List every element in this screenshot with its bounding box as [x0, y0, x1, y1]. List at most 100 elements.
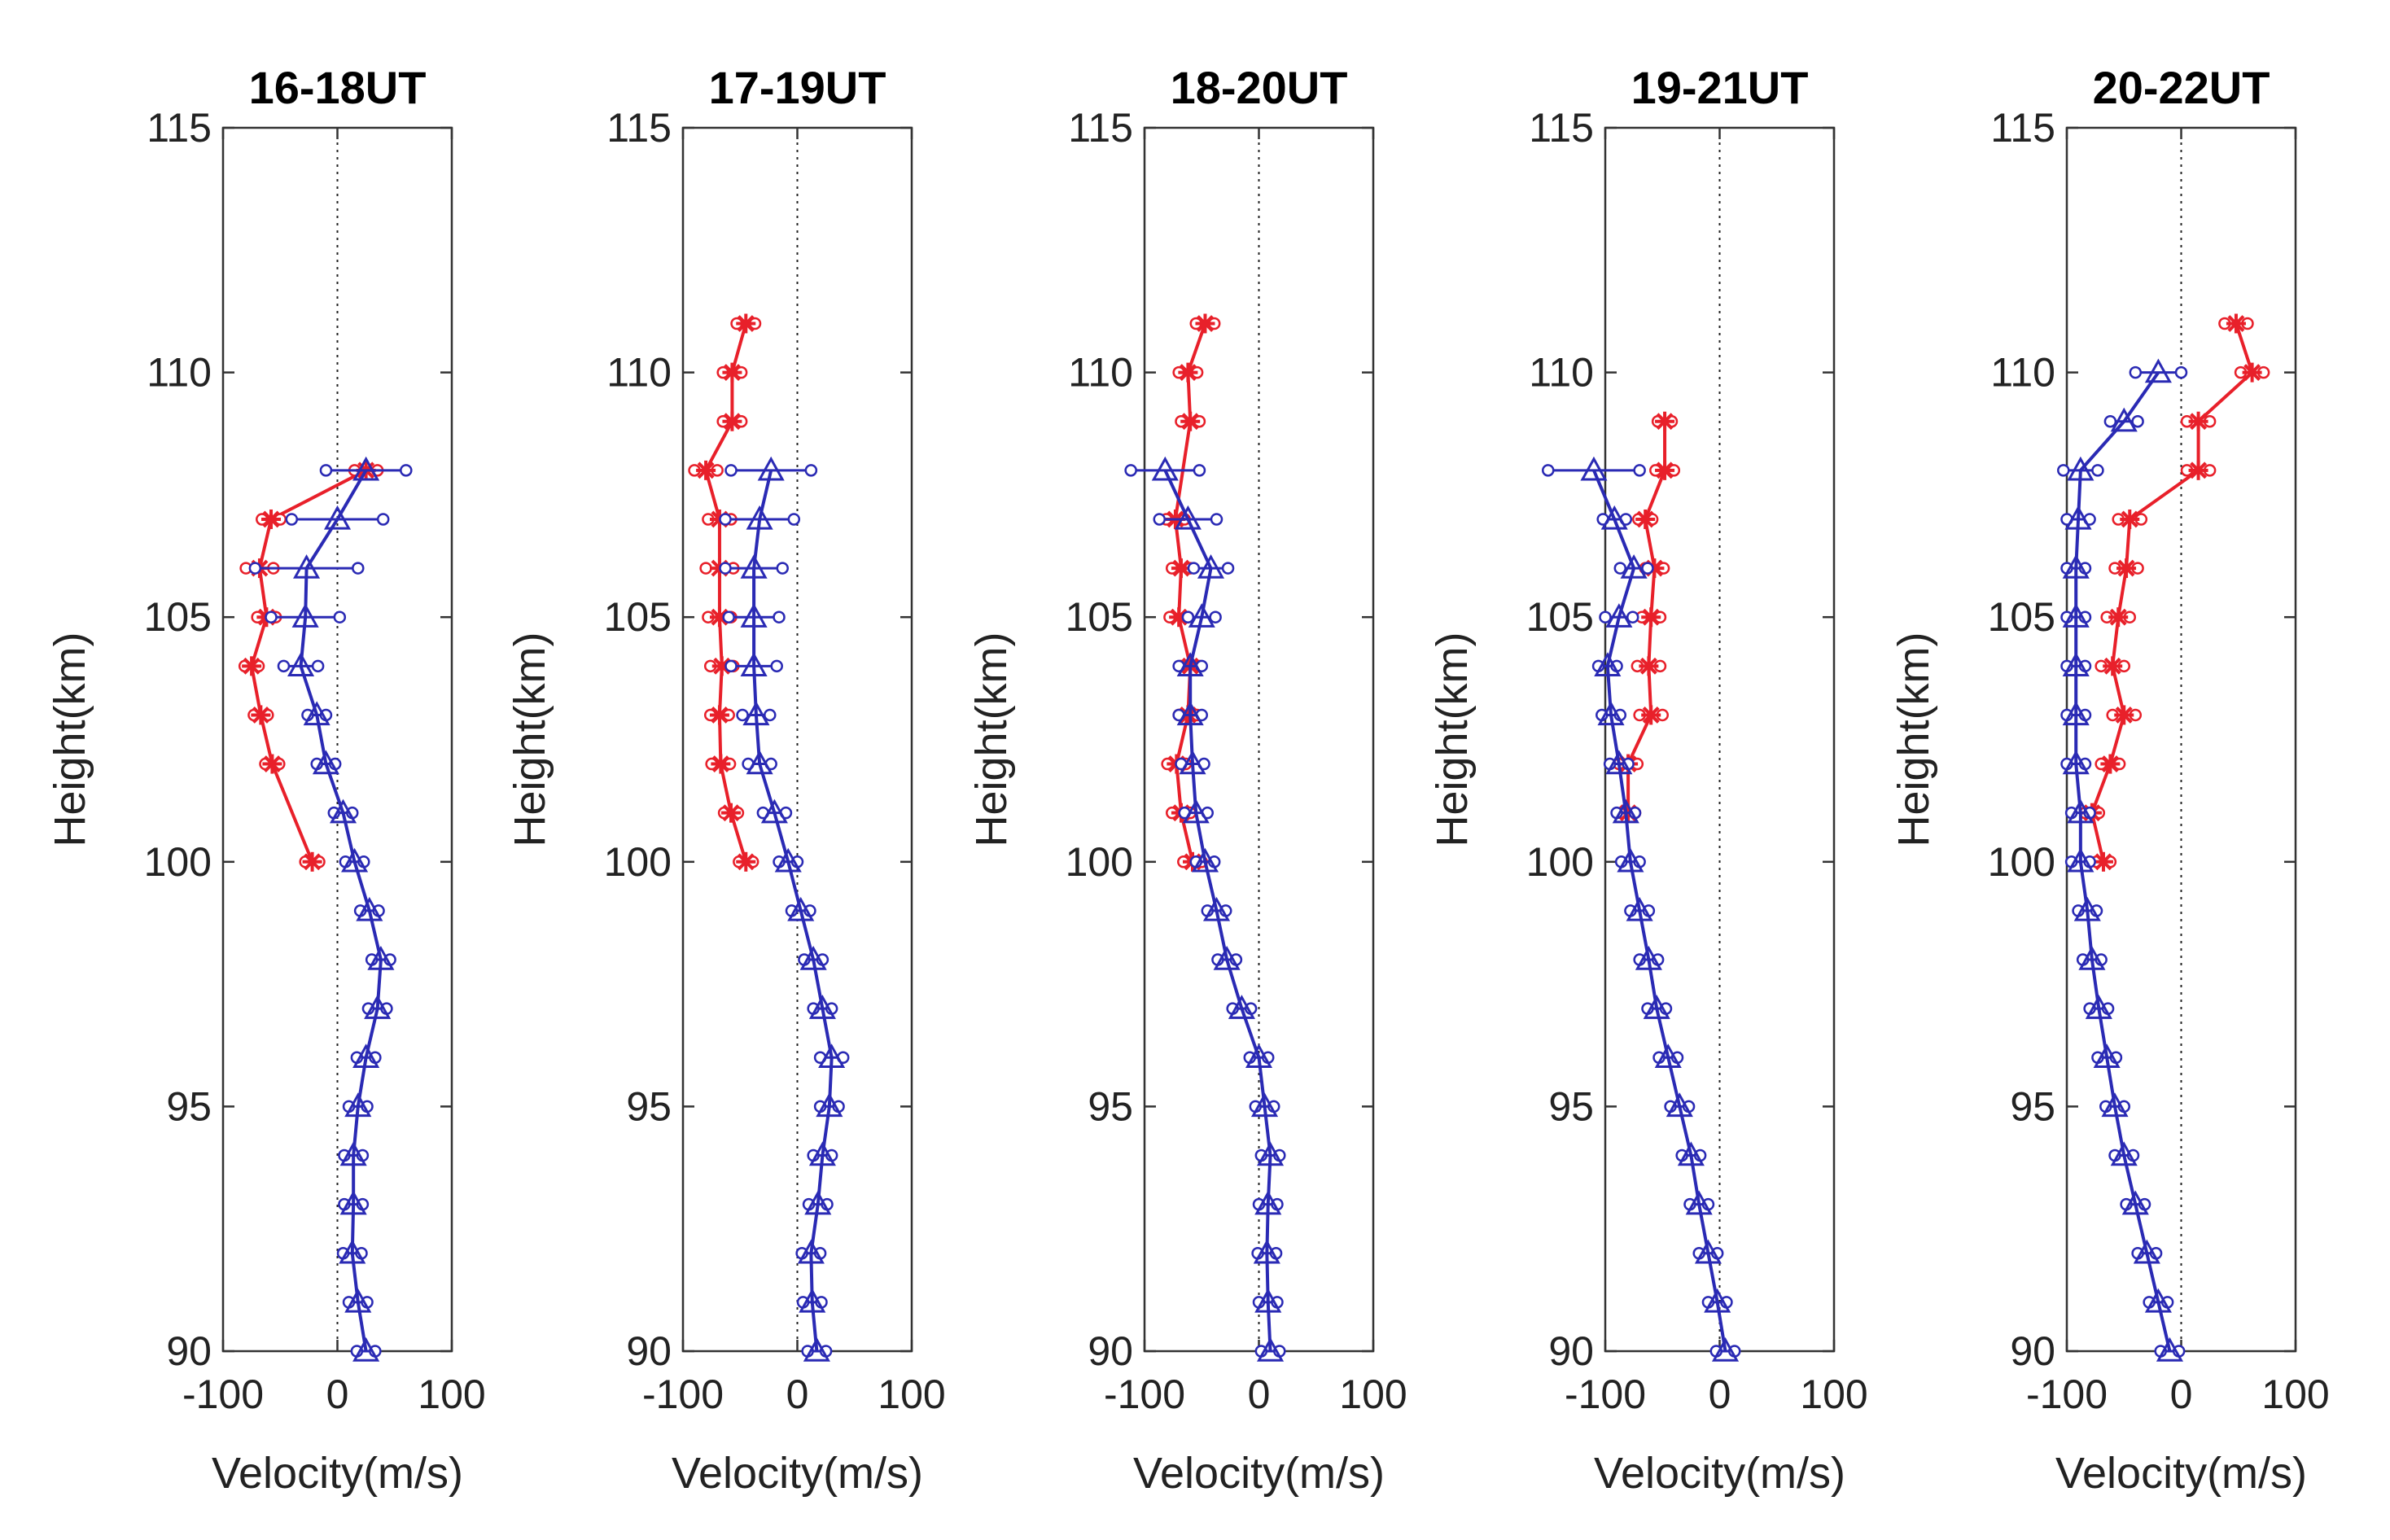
data-point-asterisk: [736, 313, 756, 334]
data-point-triangle: [742, 701, 770, 726]
y-tick-label: 115: [1529, 105, 1594, 151]
error-cap-marker: [1613, 562, 1627, 575]
asterisk-stroke: [2190, 413, 2207, 431]
data-point-asterisk: [2114, 705, 2134, 725]
asterisk-stroke: [711, 707, 729, 724]
x-axis-label: Velocity(m/s): [672, 1449, 923, 1498]
x-tick-label: 100: [2261, 1372, 2329, 1417]
asterisk-stroke: [713, 657, 731, 675]
x-tick-label: -100: [182, 1372, 264, 1417]
error-cap-marker: [2103, 414, 2117, 428]
data-point-triangle: [740, 603, 768, 628]
data-point-triangle: [1617, 847, 1644, 873]
y-tick-label: 100: [1988, 839, 2055, 885]
data-point-asterisk: [2188, 411, 2208, 431]
data-point-triangle: [1257, 1337, 1285, 1362]
panel-title: 19-21UT: [1631, 62, 1809, 113]
asterisk-stroke: [711, 608, 729, 626]
error-cap-marker: [1641, 562, 1654, 575]
data-point-triangle: [1202, 896, 1231, 921]
data-point-triangle: [1711, 1337, 1740, 1362]
series-line-red: [703, 322, 748, 863]
data-point-triangle: [344, 1092, 372, 1118]
data-point-asterisk: [251, 705, 271, 725]
asterisk-stroke: [697, 462, 715, 479]
data-point-asterisk: [1655, 411, 1675, 431]
error-cap-marker: [1124, 464, 1137, 477]
data-point-asterisk: [2242, 362, 2262, 383]
y-tick-label: 95: [166, 1083, 212, 1129]
asterisk-stroke: [2117, 559, 2135, 577]
asterisk-stroke: [1642, 707, 1660, 724]
data-point-triangle: [1685, 1190, 1713, 1215]
data-point-triangle: [1250, 1092, 1279, 1118]
y-tick-label: 90: [626, 1328, 672, 1374]
asterisk-stroke: [1656, 413, 1674, 431]
chart-panel-17-19UT: 17-19UT 90 95 100 105 110 115 -100 0 100 Velocity(…: [506, 62, 946, 1498]
data-point-triangle: [339, 1239, 366, 1264]
data-point-triangle: [1666, 1092, 1693, 1118]
error-cap-marker: [333, 610, 347, 623]
data-point-asterisk: [1635, 509, 1656, 529]
data-point-asterisk: [1180, 411, 1201, 431]
data-point-triangle: [303, 701, 330, 726]
asterisk-stroke: [724, 413, 741, 431]
series-line-red: [250, 469, 367, 863]
error-cap-marker: [1181, 610, 1195, 623]
y-tick-label: 90: [1548, 1328, 1594, 1374]
data-point-triangle: [1254, 1288, 1282, 1313]
data-point-triangle: [1188, 603, 1215, 628]
y-axis-label: Height(km): [967, 632, 1016, 847]
data-point-triangle: [2078, 945, 2106, 970]
chart-panel-19-21UT: 19-21UT 90 95 100 105 110 115 -100 0 100 Velocity(…: [1428, 62, 1868, 1498]
error-cap-marker: [1153, 513, 1167, 526]
data-point-triangle: [339, 1190, 367, 1215]
error-cap-marker: [352, 562, 365, 575]
y-tick-label: 100: [1066, 839, 1133, 885]
data-point-triangle: [2144, 1288, 2172, 1313]
series-line-red: [2090, 322, 2254, 863]
error-cap-marker: [787, 513, 801, 526]
data-point-triangle: [352, 1337, 380, 1362]
data-point-triangle: [804, 1190, 832, 1215]
series-blue: [248, 456, 413, 1362]
data-point-triangle: [2110, 1141, 2138, 1166]
x-axis-label: Velocity(m/s): [2055, 1449, 2307, 1498]
error-cap-marker: [376, 513, 390, 526]
data-point-triangle: [1600, 505, 1628, 530]
error-cap-marker: [400, 464, 413, 477]
data-point-triangle: [1594, 652, 1622, 677]
data-point-triangle: [1176, 701, 1204, 726]
error-cap-marker: [770, 659, 783, 673]
error-cap-marker: [1210, 513, 1223, 526]
data-point-triangle: [323, 505, 352, 530]
series-blue: [1542, 456, 1741, 1362]
y-tick-label: 90: [2010, 1328, 2055, 1374]
data-point-asterisk: [261, 509, 282, 529]
x-tick-label: 0: [786, 1372, 809, 1417]
y-tick-label: 95: [1548, 1083, 1594, 1129]
error-cap-marker: [2129, 365, 2143, 379]
y-tick-label: 95: [1088, 1083, 1133, 1129]
series-red: [688, 313, 762, 872]
data-point-triangle: [364, 995, 392, 1019]
error-cap-marker: [1626, 610, 1639, 623]
data-point-asterisk: [709, 607, 729, 628]
panel-title: 18-20UT: [1171, 62, 1348, 113]
data-point-triangle: [344, 1288, 372, 1313]
data-point-triangle: [341, 847, 369, 873]
data-point-triangle: [1228, 995, 1255, 1019]
data-point-triangle: [287, 652, 315, 677]
asterisk-stroke: [2103, 657, 2121, 675]
data-point-triangle: [2085, 995, 2112, 1019]
data-point-triangle: [2067, 847, 2095, 873]
error-cap-marker: [736, 708, 749, 722]
error-cap-marker: [724, 464, 738, 477]
x-tick-label: 100: [418, 1372, 485, 1417]
error-cap-marker: [265, 610, 278, 623]
data-point-triangle: [2073, 896, 2101, 921]
data-point-triangle: [2101, 1092, 2129, 1118]
data-point-triangle: [757, 456, 785, 481]
error-cap-marker: [277, 659, 291, 673]
